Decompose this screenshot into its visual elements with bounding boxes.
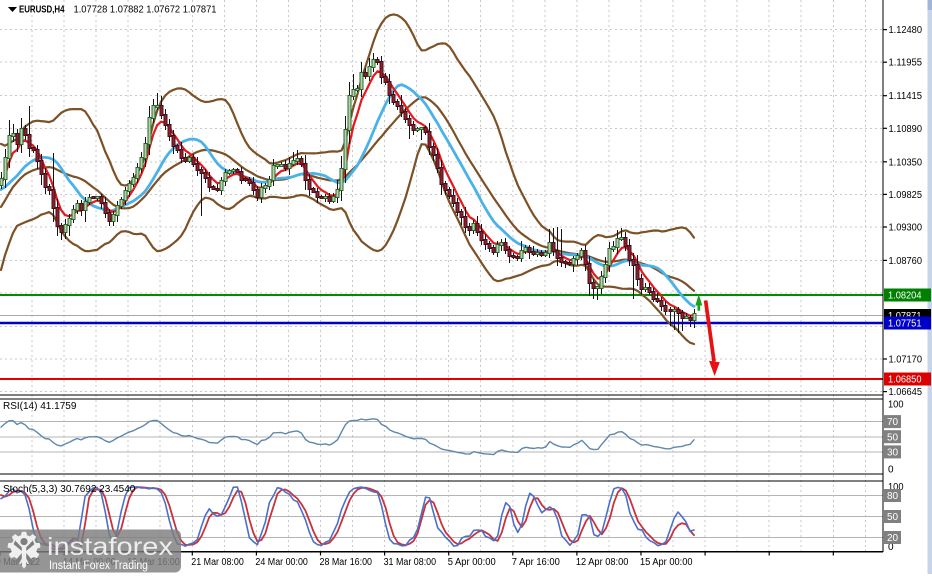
svg-text:5 Apr 00:00: 5 Apr 00:00	[448, 557, 496, 568]
svg-text:1.09825: 1.09825	[889, 190, 923, 201]
svg-text:15 Apr 00:00: 15 Apr 00:00	[640, 557, 693, 568]
svg-text:50: 50	[887, 512, 899, 523]
svg-text:24 Mar 00:00: 24 Mar 00:00	[255, 557, 308, 568]
svg-text:1.10350: 1.10350	[889, 157, 923, 168]
svg-text:12 Apr 08:00: 12 Apr 08:00	[576, 557, 629, 568]
svg-text:80: 80	[887, 491, 899, 502]
svg-text:1.07728 1.07882 1.07672 1.0787: 1.07728 1.07882 1.07672 1.07871	[74, 4, 217, 16]
svg-text:7 Apr 16:00: 7 Apr 16:00	[512, 557, 560, 568]
svg-text:28 Mar 16:00: 28 Mar 16:00	[320, 557, 373, 568]
svg-text:1.10890: 1.10890	[889, 124, 923, 135]
svg-text:RSI(14) 41.1759: RSI(14) 41.1759	[3, 401, 77, 412]
svg-text:1.09300: 1.09300	[889, 223, 923, 234]
svg-text:1.07751: 1.07751	[888, 319, 922, 330]
svg-text:30: 30	[887, 447, 899, 458]
svg-text:EURUSD,H4: EURUSD,H4	[19, 4, 65, 16]
svg-text:1.07170: 1.07170	[889, 355, 923, 366]
svg-text:50: 50	[887, 432, 899, 443]
svg-text:31 Mar 08:00: 31 Mar 08:00	[384, 557, 437, 568]
svg-text:Instant Forex Trading: Instant Forex Trading	[49, 560, 148, 572]
svg-text:1.11955: 1.11955	[889, 58, 923, 69]
svg-text:0: 0	[888, 465, 894, 476]
svg-text:70: 70	[887, 417, 899, 428]
svg-text:1.08204: 1.08204	[888, 291, 922, 302]
svg-text:instaforex: instaforex	[47, 533, 174, 561]
svg-text:Stoch(5,3,3) 30.7692 23.4540: Stoch(5,3,3) 30.7692 23.4540	[3, 484, 136, 495]
svg-text:100: 100	[888, 400, 904, 411]
svg-text:1.08760: 1.08760	[889, 256, 923, 267]
svg-text:1.12480: 1.12480	[889, 25, 923, 36]
svg-text:1.06645: 1.06645	[889, 387, 923, 398]
svg-text:1.11415: 1.11415	[889, 91, 923, 102]
svg-text:20: 20	[887, 533, 899, 544]
svg-text:1.06850: 1.06850	[888, 375, 922, 386]
svg-text:21 Mar 08:00: 21 Mar 08:00	[191, 557, 244, 568]
